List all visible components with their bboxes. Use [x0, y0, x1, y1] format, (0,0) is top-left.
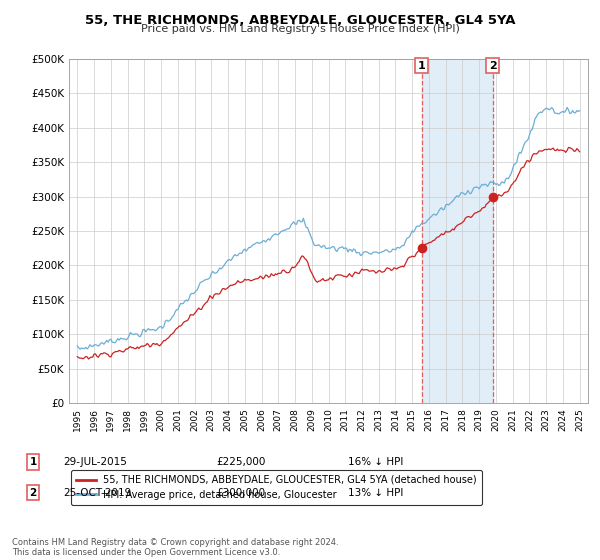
Text: 25-OCT-2019: 25-OCT-2019	[63, 488, 131, 498]
Text: Price paid vs. HM Land Registry's House Price Index (HPI): Price paid vs. HM Land Registry's House …	[140, 24, 460, 34]
Legend: 55, THE RICHMONDS, ABBEYDALE, GLOUCESTER, GL4 5YA (detached house), HPI: Average: 55, THE RICHMONDS, ABBEYDALE, GLOUCESTER…	[71, 470, 482, 505]
Text: 1: 1	[29, 457, 37, 467]
Text: Contains HM Land Registry data © Crown copyright and database right 2024.
This d: Contains HM Land Registry data © Crown c…	[12, 538, 338, 557]
Text: £300,000: £300,000	[216, 488, 265, 498]
Text: 2: 2	[489, 60, 497, 71]
Bar	[422, 59, 493, 403]
Text: 16% ↓ HPI: 16% ↓ HPI	[348, 457, 403, 467]
Text: 55, THE RICHMONDS, ABBEYDALE, GLOUCESTER, GL4 5YA: 55, THE RICHMONDS, ABBEYDALE, GLOUCESTER…	[85, 14, 515, 27]
Text: 29-JUL-2015: 29-JUL-2015	[63, 457, 127, 467]
Text: 13% ↓ HPI: 13% ↓ HPI	[348, 488, 403, 498]
Text: 2: 2	[29, 488, 37, 498]
Text: 1: 1	[418, 60, 425, 71]
Text: £225,000: £225,000	[216, 457, 265, 467]
